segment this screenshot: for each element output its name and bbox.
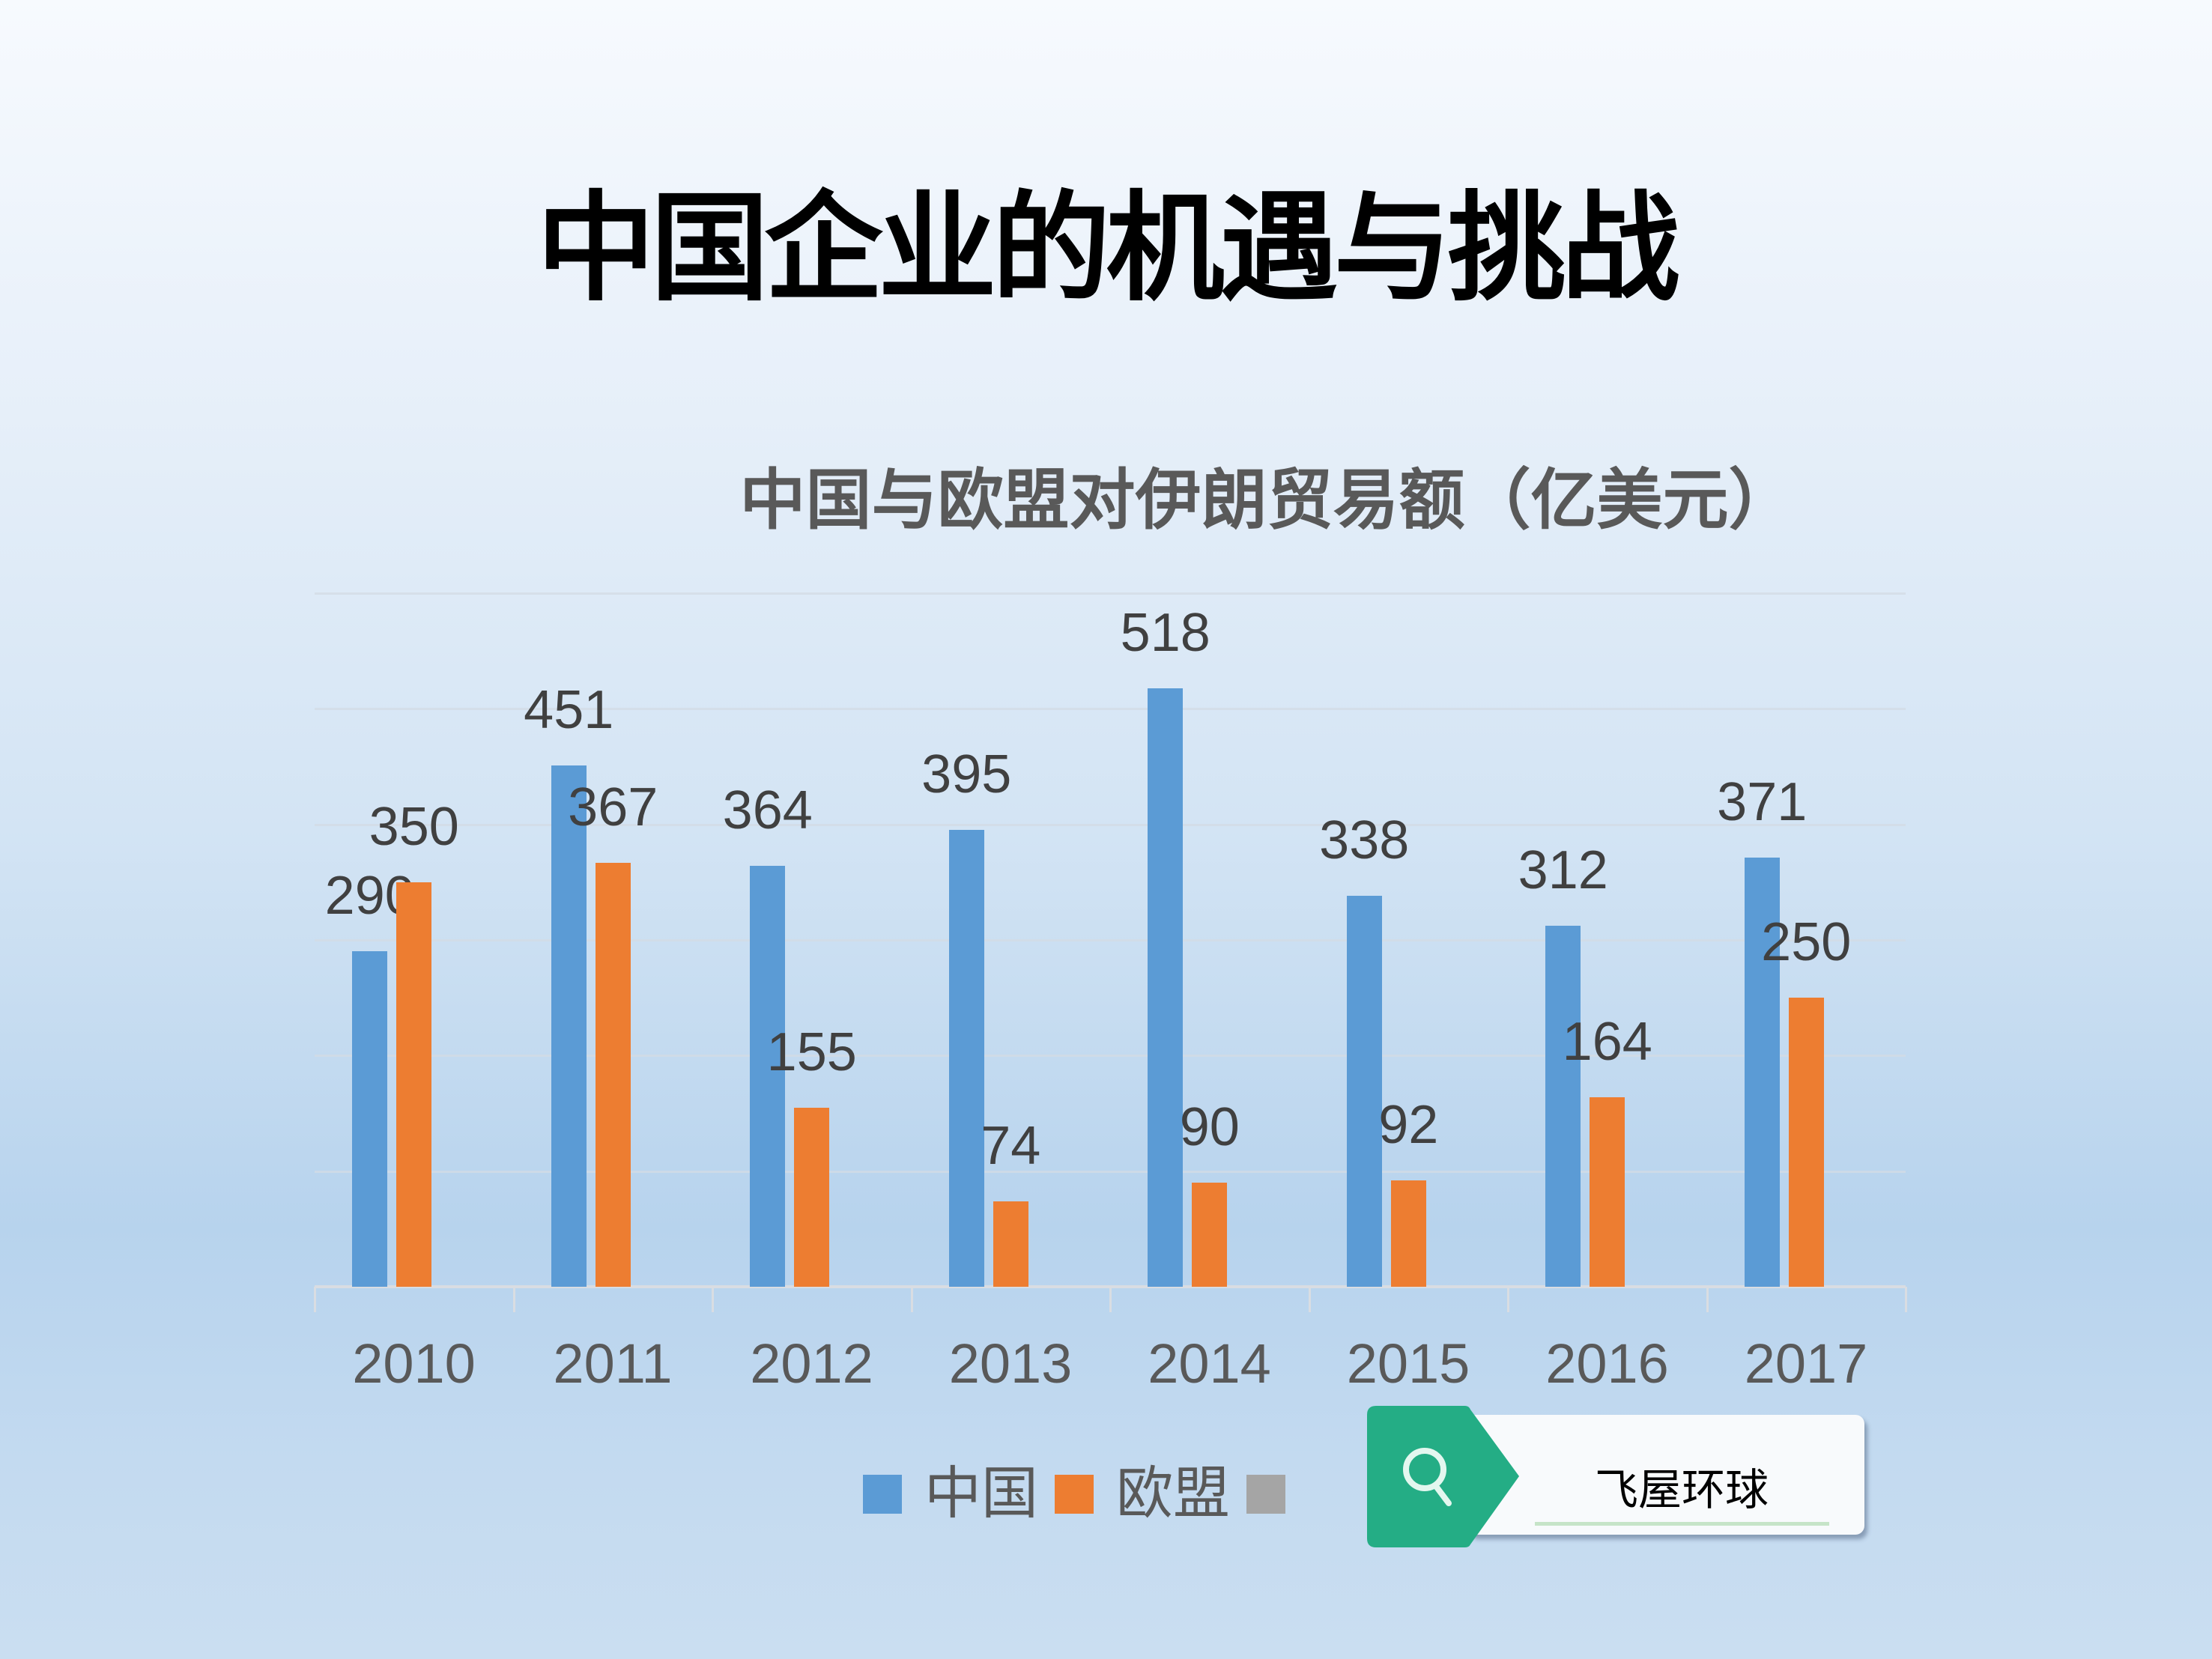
x-axis-tick	[712, 1287, 714, 1312]
data-label: 371	[1717, 772, 1808, 833]
x-axis-tick	[1905, 1287, 1907, 1312]
data-label: 364	[722, 780, 813, 841]
data-label: 155	[766, 1022, 857, 1082]
bar-2011-china[interactable]	[551, 765, 587, 1287]
bar-2017-china[interactable]	[1744, 858, 1780, 1287]
x-axis-tick	[1308, 1287, 1311, 1312]
data-label: 395	[921, 744, 1012, 805]
gridline	[315, 1055, 1906, 1058]
gridline	[315, 708, 1906, 711]
bar-2016-china[interactable]	[1545, 926, 1581, 1287]
chart-plot-area: 290 451 364 395 518 338 312 371 350 367 155 74 90 92 1…	[314, 592, 1907, 1392]
x-axis-label: 2015	[1346, 1332, 1470, 1395]
legend-label: 欧盟	[1116, 1462, 1230, 1526]
chart-legend: 中国 欧盟	[863, 1464, 1285, 1524]
x-axis-label: 2010	[352, 1332, 476, 1395]
data-label: 367	[568, 777, 658, 837]
bar-2015-china[interactable]	[1346, 896, 1382, 1287]
x-axis-label: 2011	[553, 1332, 673, 1395]
slide-title: 中国企业的机遇与挑战	[536, 179, 1680, 318]
legend-swatch-eu	[1055, 1475, 1094, 1514]
gridline	[315, 823, 1906, 826]
x-axis-tick	[1109, 1287, 1112, 1312]
x-axis-label: 2012	[750, 1332, 873, 1395]
x-axis-label: 2014	[1148, 1332, 1271, 1395]
data-label: 350	[369, 796, 459, 857]
bar-2014-china[interactable]	[1148, 688, 1184, 1287]
bar-2017-eu[interactable]	[1788, 998, 1824, 1287]
legend-swatch-china	[863, 1475, 902, 1514]
search-text[interactable]: 飞屋环球	[1594, 1466, 1769, 1514]
bar-2013-china[interactable]	[948, 830, 984, 1287]
x-axis-label: 2013	[948, 1332, 1073, 1395]
x-axis-tick	[1507, 1287, 1509, 1312]
data-label: 92	[1378, 1095, 1439, 1155]
legend-label: 中国	[924, 1462, 1038, 1526]
bar-2014-eu[interactable]	[1192, 1183, 1228, 1287]
x-axis-label: 2016	[1545, 1332, 1669, 1395]
data-label: 312	[1518, 840, 1608, 901]
gridline	[315, 939, 1906, 941]
gridline	[315, 1170, 1906, 1173]
bar-2016-eu[interactable]	[1590, 1097, 1625, 1287]
data-label: 518	[1120, 602, 1210, 663]
data-label: 451	[524, 679, 614, 740]
x-axis-tick	[1706, 1287, 1709, 1312]
gridline	[315, 592, 1906, 595]
bar-2011-eu[interactable]	[595, 862, 631, 1287]
chart-title: 中国与欧盟对伊朗贸易额（亿美元）	[739, 461, 1795, 539]
x-axis-label: 2017	[1744, 1332, 1868, 1395]
x-axis-tick	[910, 1287, 913, 1312]
search-icon	[1403, 1448, 1452, 1506]
search-box[interactable]	[1467, 1415, 1864, 1535]
bar-2012-china[interactable]	[750, 866, 786, 1287]
data-label: 250	[1761, 912, 1852, 973]
search-tag[interactable]	[1363, 1402, 1524, 1552]
data-label: 74	[981, 1115, 1041, 1176]
x-axis-tick	[314, 1287, 316, 1312]
search-underline	[1535, 1522, 1829, 1526]
bar-2013-eu[interactable]	[993, 1201, 1028, 1287]
bar-2012-eu[interactable]	[794, 1107, 830, 1287]
data-label: 164	[1562, 1011, 1652, 1072]
data-label: 90	[1179, 1097, 1240, 1158]
bar-2015-eu[interactable]	[1390, 1180, 1426, 1287]
data-label: 338	[1319, 810, 1410, 871]
bar-2010-china[interactable]	[352, 951, 388, 1287]
x-axis-tick	[512, 1287, 515, 1312]
legend-swatch-series3	[1246, 1475, 1285, 1514]
bar-2010-eu[interactable]	[396, 882, 432, 1287]
